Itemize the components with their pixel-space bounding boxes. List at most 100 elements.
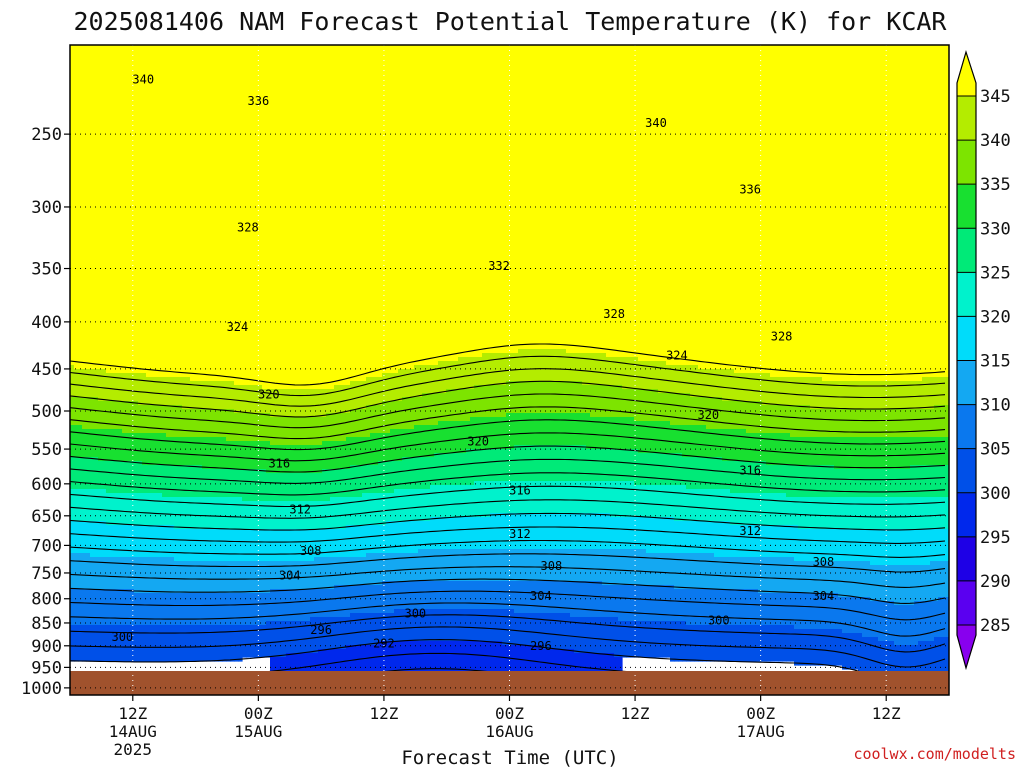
contour-band-cell: [670, 621, 675, 662]
contour-band-cell: [154, 377, 159, 406]
contour-band-cell: [658, 621, 663, 658]
contour-band-cell: [190, 45, 195, 382]
contour-band-cell: [634, 45, 639, 358]
contour-band-cell: [482, 353, 487, 386]
contour-band-cell: [454, 517, 459, 550]
contour-band-cell: [442, 485, 447, 518]
contour-band-cell: [678, 621, 683, 662]
contour-band-cell: [182, 409, 187, 438]
contour-band-cell: [238, 45, 243, 386]
contour-band-cell: [926, 641, 931, 678]
contour-band-cell: [258, 45, 263, 386]
contour-band-cell: [514, 445, 519, 482]
contour-band-cell: [854, 633, 859, 670]
contour-band-cell: [398, 369, 403, 402]
contour-band-cell: [654, 361, 659, 390]
contour-band-cell: [334, 413, 339, 442]
contour-band-cell: [902, 605, 907, 646]
contour-band-cell: [878, 529, 883, 566]
contour-label: 300: [404, 606, 426, 620]
contour-band-cell: [614, 417, 619, 450]
contour-band-cell: [74, 589, 79, 626]
contour-band-cell: [842, 409, 847, 438]
contour-band-cell: [450, 581, 455, 610]
contour-band-cell: [726, 521, 731, 558]
contour-band-cell: [938, 637, 943, 678]
contour-band-cell: [410, 45, 415, 370]
contour-band-cell: [658, 585, 663, 622]
contour-band-cell: [666, 585, 671, 622]
contour-line: [70, 432, 946, 462]
contour-band-cell: [378, 493, 383, 526]
contour-band-cell: [586, 45, 591, 354]
contour-band-cell: [166, 497, 171, 526]
contour-band-cell: [474, 549, 479, 582]
contour-band-cell: [570, 381, 575, 414]
contour-band-cell: [158, 45, 163, 378]
contour-band-cell: [546, 349, 551, 382]
contour-band-cell: [614, 585, 619, 618]
contour-band-cell: [934, 377, 939, 406]
contour-band-cell: [110, 625, 115, 662]
contour-band-cell: [766, 433, 771, 466]
contour-band-cell: [190, 529, 195, 562]
contour-band-cell: [798, 497, 803, 530]
contour-band-cell: [538, 413, 543, 446]
contour-band-cell: [646, 361, 651, 390]
contour-band-cell: [138, 45, 143, 374]
contour-band-cell: [166, 377, 171, 406]
contour-band-cell: [302, 501, 307, 530]
contour-band-cell: [446, 485, 451, 518]
contour-label: 312: [739, 524, 761, 538]
contour-band-cell: [634, 621, 639, 658]
contour-band-cell: [494, 417, 499, 450]
contour-band-cell: [538, 645, 543, 686]
contour-band-cell: [590, 513, 595, 550]
contour-band-cell: [426, 425, 431, 458]
contour-band-cell: [542, 45, 547, 350]
contour-band-cell: [642, 453, 647, 486]
contour-label: 320: [697, 408, 719, 422]
contour-band-cell: [562, 413, 567, 446]
contour-band-cell: [486, 609, 491, 642]
contour-band-cell: [746, 433, 751, 462]
contour-label: 324: [666, 348, 688, 362]
contour-band-cell: [70, 397, 75, 426]
contour-band-cell: [226, 625, 231, 662]
contour-band-cell: [278, 621, 283, 658]
contour-band-cell: [234, 529, 239, 562]
contour-band-cell: [650, 621, 655, 658]
contour-band-cell: [218, 437, 223, 470]
contour-band-cell: [686, 457, 691, 490]
contour-band-cell: [106, 461, 111, 494]
contour-band-cell: [822, 437, 827, 466]
contour-band-cell: [794, 377, 799, 406]
contour-band-cell: [922, 529, 927, 566]
contour-band-cell: [574, 445, 579, 482]
contour-band-cell: [222, 593, 227, 626]
contour-band-cell: [882, 381, 887, 410]
contour-band-cell: [218, 625, 223, 662]
contour-band-cell: [574, 413, 579, 446]
contour-band-cell: [766, 373, 771, 406]
contour-band-cell: [334, 441, 339, 470]
contour-band-cell: [726, 461, 731, 490]
contour-band-cell: [626, 45, 631, 358]
contour-band-cell: [702, 521, 707, 554]
contour-band-cell: [626, 549, 631, 586]
contour-band-cell: [474, 385, 479, 418]
contour-band-cell: [298, 445, 303, 474]
contour-band-cell: [402, 397, 407, 430]
contour-band-cell: [902, 469, 907, 498]
contour-band-cell: [178, 497, 183, 530]
contour-band-cell: [566, 549, 571, 582]
contour-band-cell: [454, 581, 459, 610]
contour-band-cell: [298, 389, 303, 418]
contour-band-cell: [554, 481, 559, 514]
contour-band-cell: [286, 417, 291, 446]
contour-band-cell: [234, 469, 239, 498]
contour-band-cell: [354, 497, 359, 526]
contour-band-cell: [246, 625, 251, 658]
contour-band-cell: [338, 413, 343, 442]
contour-band-cell: [98, 625, 103, 662]
